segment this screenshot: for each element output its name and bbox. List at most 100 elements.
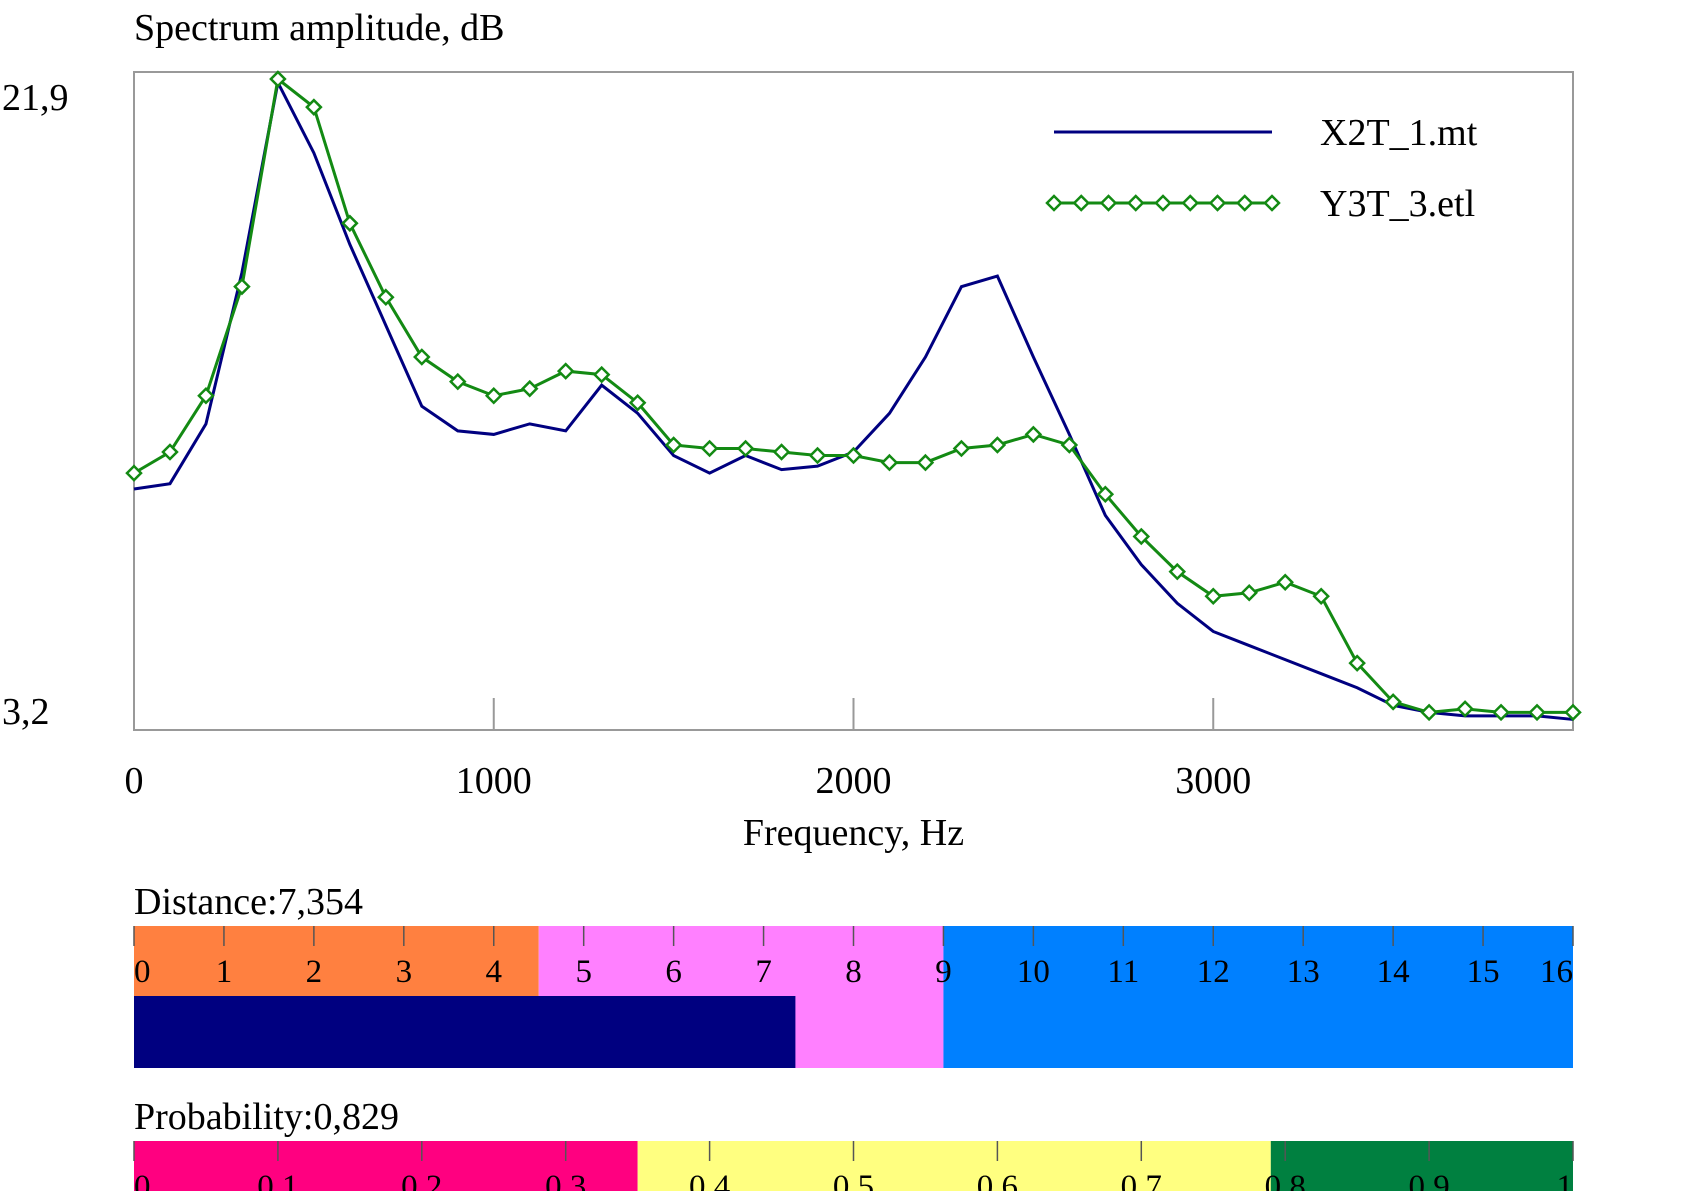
gauge-tick-label: 2 — [306, 954, 323, 990]
marker — [1528, 703, 1546, 722]
chart-title: Spectrum amplitude, dB — [134, 7, 504, 49]
marker — [772, 443, 791, 461]
gauge-tick-label: 11 — [1107, 954, 1139, 990]
gauge-tick-label: 0,9 — [1408, 1169, 1449, 1191]
marker — [377, 288, 395, 306]
gauge-tick-label: 0,4 — [689, 1169, 730, 1191]
plot-frame — [133, 71, 1574, 731]
marker — [1096, 485, 1115, 504]
marker — [305, 98, 323, 116]
gauge-tick-label: 10 — [1017, 954, 1050, 990]
gauge-title: Probability:0,829 — [134, 1096, 399, 1138]
marker — [520, 379, 539, 398]
marker — [1204, 587, 1223, 606]
legend-marker — [1181, 194, 1200, 212]
legend-marker — [1235, 194, 1254, 212]
gauge-tick-label: 13 — [1287, 954, 1320, 990]
marker — [592, 365, 611, 384]
legend-label: Y3T_3.etl — [1320, 183, 1475, 225]
marker — [1024, 425, 1043, 444]
marker — [484, 386, 503, 405]
gauge-tick-label: 0,2 — [401, 1169, 442, 1191]
gauge-tick-label: 7 — [755, 954, 772, 990]
marker — [197, 386, 215, 405]
gauge-tick-label: 16 — [1540, 954, 1573, 990]
marker — [844, 446, 863, 465]
gauge-tick-label: 14 — [1377, 954, 1410, 990]
legend-marker — [1126, 194, 1145, 212]
gauge-tick-label: 9 — [935, 954, 952, 990]
gauge-tick-label: 0,7 — [1121, 1169, 1162, 1191]
gauge-tick-label: 0,5 — [833, 1169, 874, 1191]
gauge-tick-label: 4 — [486, 954, 503, 990]
gauge-zone — [1270, 1141, 1573, 1191]
marker — [628, 393, 647, 412]
y-tick-label: 3,2 — [2, 691, 50, 733]
marker — [808, 446, 827, 465]
marker — [664, 436, 683, 454]
series-line — [133, 76, 1573, 714]
y-tick-label: 21,9 — [2, 77, 69, 119]
marker — [736, 439, 755, 458]
marker — [988, 436, 1007, 454]
marker — [125, 464, 143, 482]
gauge-value-bar — [134, 996, 796, 1068]
gauge-tick-label: 0 — [134, 954, 151, 990]
legend-marker — [1154, 194, 1172, 212]
gauge-zone — [637, 1141, 1271, 1191]
gauge-tick-label: 0,3 — [545, 1169, 586, 1191]
gauge-tick-label: 6 — [665, 954, 682, 990]
marker — [449, 372, 467, 391]
x-tick-label: 1000 — [456, 760, 532, 802]
x-tick-label: 3000 — [1175, 760, 1251, 802]
marker — [1168, 562, 1187, 581]
marker — [1564, 703, 1582, 722]
marker — [1240, 584, 1258, 602]
marker — [1060, 436, 1079, 454]
gauge-tick-label: 0,1 — [257, 1169, 298, 1191]
x-tick-label: 2000 — [816, 760, 892, 802]
gauge-tick-label: 0,6 — [977, 1169, 1018, 1191]
gauge-tick-label: 0,8 — [1265, 1169, 1306, 1191]
legend-marker — [1208, 194, 1227, 212]
marker — [341, 214, 359, 233]
x-tick-label: 0 — [125, 760, 144, 802]
x-axis-label: Frequency, Hz — [743, 812, 964, 854]
gauge-zone — [134, 1141, 638, 1191]
marker — [269, 70, 287, 88]
gauge-tick-label: 15 — [1467, 954, 1500, 990]
marker — [1420, 703, 1438, 722]
gauge-tick-label: 12 — [1197, 954, 1230, 990]
marker — [1492, 703, 1510, 722]
legend-marker — [1263, 194, 1281, 212]
marker — [1348, 654, 1366, 672]
gauge-zone — [943, 996, 1573, 1068]
marker — [1312, 587, 1330, 606]
legend-label: X2T_1.mt — [1320, 112, 1478, 154]
marker — [233, 277, 251, 296]
gauge-tick-label: 0 — [134, 1169, 151, 1191]
legend-marker — [1099, 194, 1118, 212]
marker — [916, 453, 935, 472]
gauge-tick-label: 5 — [575, 954, 592, 990]
legend-marker — [1045, 194, 1063, 212]
marker — [1132, 527, 1151, 546]
gauge-zone — [134, 926, 539, 996]
marker — [1456, 700, 1474, 718]
marker — [880, 453, 899, 472]
marker — [1384, 693, 1402, 711]
gauge-zone — [943, 926, 1573, 996]
series-line — [133, 77, 1574, 721]
gauge-title: Distance:7,354 — [134, 881, 363, 923]
gauge-tick-label: 1 — [1557, 1169, 1574, 1191]
gauge-tick-label: 8 — [845, 954, 862, 990]
marker — [161, 443, 179, 461]
marker — [413, 348, 431, 366]
legend-marker — [1072, 194, 1091, 212]
marker — [700, 439, 719, 458]
marker — [952, 439, 971, 458]
gauge-tick-label: 1 — [216, 954, 233, 990]
gauge-zone — [538, 926, 944, 996]
marker — [556, 362, 575, 380]
